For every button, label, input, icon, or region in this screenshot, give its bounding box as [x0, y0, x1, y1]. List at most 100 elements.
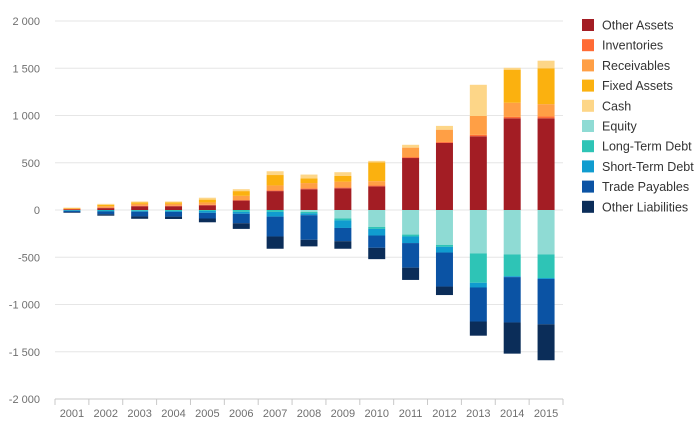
bar-segment — [368, 235, 386, 248]
bar-segment — [402, 147, 420, 158]
bar-segment — [334, 172, 352, 176]
bar-segment — [165, 211, 183, 217]
bar-segment — [266, 210, 284, 212]
bar-segment — [165, 201, 183, 203]
bar-segment — [537, 104, 555, 117]
bar-segment — [232, 189, 250, 192]
bar-segment — [97, 207, 115, 209]
bar-segment — [232, 191, 250, 196]
bar-segment — [97, 204, 115, 207]
bar-segment — [435, 141, 453, 143]
legend-item: Fixed Assets — [582, 79, 673, 93]
bar-segment — [402, 157, 420, 159]
y-tick-label: 1 500 — [12, 63, 40, 75]
bar-segment — [469, 321, 487, 336]
bar-segment — [232, 195, 250, 201]
bar-segment — [63, 208, 81, 210]
bar-segment — [165, 210, 183, 211]
bar-segment — [469, 287, 487, 322]
legend-label: Receivables — [602, 59, 670, 73]
legend-swatch — [582, 200, 594, 213]
bar-segment — [232, 210, 250, 212]
legend-label: Other Liabilities — [602, 200, 688, 214]
legend-label: Short-Term Debt — [602, 160, 694, 174]
bar-segment — [334, 210, 352, 219]
bar-segment — [402, 236, 420, 244]
bar-segment — [537, 68, 555, 105]
legend-swatch — [582, 120, 594, 132]
bar-segment — [198, 210, 216, 211]
legend-label: Cash — [602, 99, 631, 113]
legend-item: Trade Payables — [582, 180, 689, 194]
bar-segment — [266, 171, 284, 176]
x-tick-label: 2010 — [364, 408, 388, 420]
bar-segment — [503, 277, 521, 323]
legend-swatch — [582, 59, 594, 72]
bar-segment — [165, 205, 183, 207]
bar-segment — [334, 220, 352, 228]
y-tick-label: 500 — [22, 158, 40, 170]
bar-segment — [537, 278, 555, 279]
x-tick-label: 2004 — [161, 408, 185, 420]
bar-segment — [198, 204, 216, 206]
bar-segment — [402, 234, 420, 237]
legend-swatch — [582, 140, 594, 153]
bar-segment — [266, 190, 284, 192]
bar-segment — [131, 210, 149, 211]
x-tick-label: 2009 — [331, 408, 355, 420]
bar-segment — [165, 210, 183, 212]
bar-segment — [503, 116, 521, 119]
bar-segment — [198, 210, 216, 213]
bar-segment — [198, 212, 216, 219]
bar-segment — [266, 211, 284, 217]
bar-segment — [131, 216, 149, 219]
bar-segment — [63, 210, 81, 211]
y-tick-label: 1 000 — [12, 111, 40, 123]
legend-swatch — [582, 160, 594, 173]
bar-segment — [368, 227, 386, 229]
bar-segment — [97, 210, 115, 212]
bar-segment — [435, 210, 453, 245]
y-tick-label: 0 — [34, 205, 40, 217]
bar-segment — [334, 241, 352, 249]
bar-segment — [198, 199, 216, 203]
bar-segment — [402, 243, 420, 268]
bar-segment — [503, 67, 521, 70]
y-tick-label: -2 000 — [9, 394, 40, 406]
bar-segment — [63, 209, 81, 210]
bar-segment — [503, 322, 521, 354]
bar-segment — [97, 214, 115, 216]
bar-segment — [537, 60, 555, 69]
x-tick-label: 2001 — [60, 408, 84, 420]
bar-segment — [435, 252, 453, 287]
bar-segment — [334, 227, 352, 242]
bar-segment — [503, 118, 521, 210]
bar-segment — [469, 84, 487, 116]
bar-segment — [435, 246, 453, 253]
legend-swatch — [582, 19, 594, 31]
bar-segment — [368, 181, 386, 186]
legend-swatch — [582, 99, 594, 112]
bar-segment — [300, 188, 318, 190]
bar-marks — [63, 60, 555, 361]
bar-segment — [503, 276, 521, 278]
bar-segment — [97, 203, 115, 205]
legend-item: Short-Term Debt — [582, 160, 694, 174]
bar-segment — [165, 203, 183, 206]
bar-segment — [503, 69, 521, 103]
legend-item: Cash — [582, 99, 631, 113]
legend-label: Other Assets — [602, 19, 674, 33]
bar-segment — [435, 142, 453, 210]
y-axis-ticks: -2 000 -1 500 -1 000 -500 0 500 1 000 1 500 2 00… — [9, 16, 40, 406]
x-tick-label: 2005 — [195, 408, 219, 420]
bar-segment — [300, 183, 318, 189]
bar-segment — [165, 216, 183, 219]
bar-segment — [300, 211, 318, 214]
bar-segment — [232, 200, 250, 210]
bar-segment — [368, 185, 386, 187]
bar-segment — [469, 253, 487, 283]
bar-segment — [300, 215, 318, 240]
bar-segment — [537, 278, 555, 325]
